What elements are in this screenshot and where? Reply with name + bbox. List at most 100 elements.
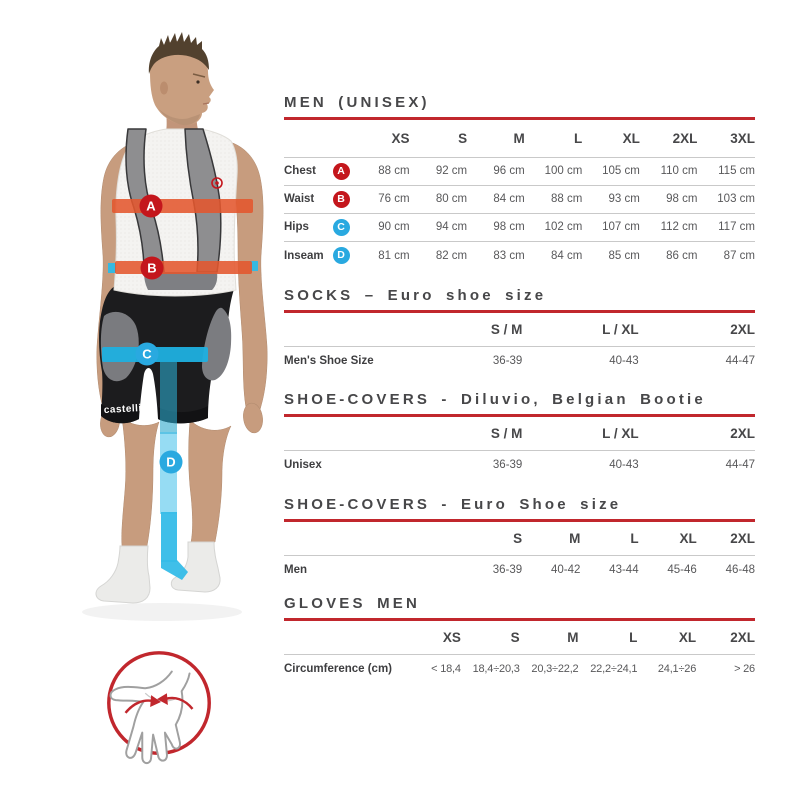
column-header-m: M <box>567 629 579 645</box>
section-title: SHOE-COVERS - Diluvio, Belgian Bootie <box>284 391 706 408</box>
column-header-lxl: L / XL <box>602 425 639 441</box>
badge-cell: C <box>330 218 352 236</box>
model-figure: castelli <box>82 32 268 621</box>
size-value: 36-39 <box>492 354 523 367</box>
size-value: 44-47 <box>725 458 755 471</box>
size-header-row: S / M L / XL 2XL <box>284 417 755 451</box>
size-value: > 26 <box>734 662 755 675</box>
size-value: 86 cm <box>666 249 698 262</box>
size-value: 36-39 <box>492 563 523 576</box>
size-value: 100 cm <box>544 165 583 177</box>
bib-front-panel <box>144 272 218 290</box>
size-value: 22,2÷24,1 <box>590 662 638 675</box>
size-value: 115 cm <box>718 165 755 177</box>
chest-band <box>112 199 253 213</box>
ground-shadow <box>82 603 242 621</box>
column-header-s: S <box>458 130 468 146</box>
column-header-xl: XL <box>622 130 640 146</box>
size-value: 81 cm <box>378 249 410 262</box>
section-shoe-covers-diluvio: SHOE-COVERS - Diluvio, Belgian Bootie S … <box>284 391 755 479</box>
row-label: Waist <box>284 193 315 205</box>
size-value: 24,1÷26 <box>657 662 697 675</box>
column-header-xl: XL <box>679 530 697 546</box>
figure-badge-c <box>135 342 159 366</box>
column-header-xl: XL <box>678 629 697 645</box>
column-header-l: L <box>629 629 638 645</box>
size-value: 93 cm <box>608 193 640 205</box>
size-value: 40-43 <box>609 354 639 367</box>
column-header-sm: S / M <box>490 321 523 337</box>
size-value: 84 cm <box>493 193 525 205</box>
column-header-2xl: 2XL <box>730 425 755 441</box>
column-header-2xl: 2XL <box>730 530 755 546</box>
svg-text:D: D <box>166 455 175 470</box>
size-row-circumference-cm-: Circumference (cm) < 18,4 18,4÷20,3 20,3÷22… <box>284 655 755 683</box>
row-label: Unisex <box>284 458 322 471</box>
chest-logo <box>211 177 223 189</box>
title-underline <box>284 414 755 417</box>
size-value: 44-47 <box>725 354 755 367</box>
row-label: Men's Shoe Size <box>284 354 374 367</box>
svg-text:A: A <box>146 199 156 214</box>
column-header-3xl: 3XL <box>730 130 755 146</box>
hand-outline <box>109 670 191 765</box>
palm-crease <box>144 692 175 702</box>
size-value: 110 cm <box>660 165 698 177</box>
title-underline <box>284 117 755 120</box>
column-header-sm: S / M <box>490 425 523 441</box>
socks <box>95 541 221 604</box>
svg-text:C: C <box>142 347 152 362</box>
row-label: Inseam <box>284 249 324 262</box>
column-header-s: S <box>510 629 520 645</box>
size-value: 82 cm <box>435 249 468 262</box>
head <box>148 32 214 126</box>
size-row-unisex: Unisex 36-39 40-43 44-47 <box>284 451 755 479</box>
section-socks: SOCKS – Euro shoe size S / M L / XL 2XL Me… <box>284 287 755 375</box>
size-value: 117 cm <box>718 221 755 233</box>
size-header-row: S M L XL 2XL <box>284 522 755 556</box>
size-row-waist: Waist B 76 cm 80 cm 84 cm 88 cm 93 cm 98 cm 103 … <box>284 186 755 214</box>
size-value: 103 cm <box>717 193 755 205</box>
section-shoe-covers-euro: SHOE-COVERS - Euro Shoe size S M L XL 2XL Me… <box>284 496 755 584</box>
legs <box>121 417 232 547</box>
size-value: 85 cm <box>608 249 640 262</box>
section-men-unisex: MEN (UNISEX) XS S M L XL 2XL 3XL Chest A 88 cm 92… <box>284 94 755 270</box>
title-underline <box>284 310 755 313</box>
column-header-2xl: 2XL <box>672 130 698 146</box>
size-table-body: Chest A 88 cm 92 cm 96 cm 100 cm 105 cm 110 cm 1… <box>284 158 755 270</box>
column-header-lxl: L / XL <box>602 321 639 337</box>
size-value: 88 cm <box>378 165 410 177</box>
column-header-l: L <box>574 130 583 146</box>
column-header-s: S <box>513 530 523 546</box>
size-value: 98 cm <box>666 193 698 205</box>
column-header-2xl: 2XL <box>730 629 755 645</box>
size-table-body: Men's Shoe Size 36-39 40-43 44-47 <box>284 347 755 375</box>
figure-badges: A B C D <box>135 194 183 474</box>
size-value: 92 cm <box>435 165 468 177</box>
column-header-2xl: 2XL <box>730 321 755 337</box>
row-label: Hips <box>284 221 309 233</box>
size-value: 96 cm <box>493 165 525 177</box>
size-value: 40-42 <box>550 563 581 576</box>
section-title: SOCKS – Euro shoe size <box>284 287 547 304</box>
marker-badge-a: A <box>332 162 350 180</box>
size-value: < 18,4 <box>431 662 461 675</box>
size-row-men: Men 36-39 40-42 43-44 45-46 46-48 <box>284 556 755 584</box>
waist-band <box>108 261 258 274</box>
size-table-body: Men 36-39 40-42 43-44 45-46 46-48 <box>284 556 755 584</box>
size-value: 76 cm <box>378 193 410 205</box>
size-header-row: S / M L / XL 2XL <box>284 313 755 347</box>
size-value: 107 cm <box>602 221 640 233</box>
figure-badge-d <box>159 450 183 474</box>
size-header-row: XS S M L XL 2XL 3XL <box>284 120 755 158</box>
title-underline <box>284 519 755 522</box>
size-value: 102 cm <box>544 221 583 233</box>
size-value: 43-44 <box>609 563 639 576</box>
column-header-m: M <box>569 530 581 546</box>
size-value: 46-48 <box>725 563 755 576</box>
marker-badge-b: B <box>332 190 350 208</box>
figure-badge-b <box>140 256 164 280</box>
marker-badge-d: D <box>332 247 350 264</box>
section-title: SHOE-COVERS - Euro Shoe size <box>284 496 622 513</box>
